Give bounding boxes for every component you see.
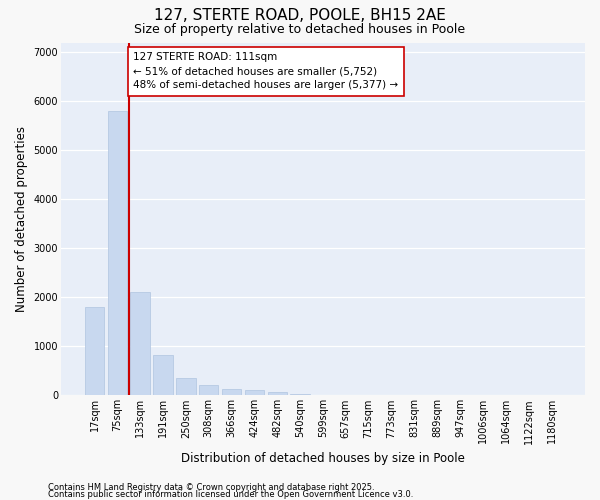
X-axis label: Distribution of detached houses by size in Poole: Distribution of detached houses by size … xyxy=(181,452,465,465)
Bar xyxy=(107,111,127,396)
Bar xyxy=(313,394,332,396)
Bar xyxy=(222,388,241,396)
Bar xyxy=(130,292,150,396)
Bar xyxy=(85,307,104,396)
Bar xyxy=(154,355,173,396)
Text: 127 STERTE ROAD: 111sqm
← 51% of detached houses are smaller (5,752)
48% of semi: 127 STERTE ROAD: 111sqm ← 51% of detache… xyxy=(133,52,398,90)
Bar xyxy=(199,385,218,396)
Text: Contains public sector information licensed under the Open Government Licence v3: Contains public sector information licen… xyxy=(48,490,413,499)
Bar xyxy=(290,394,310,396)
Bar xyxy=(176,378,196,396)
Text: 127, STERTE ROAD, POOLE, BH15 2AE: 127, STERTE ROAD, POOLE, BH15 2AE xyxy=(154,8,446,22)
Text: Size of property relative to detached houses in Poole: Size of property relative to detached ho… xyxy=(134,22,466,36)
Text: Contains HM Land Registry data © Crown copyright and database right 2025.: Contains HM Land Registry data © Crown c… xyxy=(48,484,374,492)
Bar xyxy=(245,390,264,396)
Y-axis label: Number of detached properties: Number of detached properties xyxy=(15,126,28,312)
Bar xyxy=(268,392,287,396)
